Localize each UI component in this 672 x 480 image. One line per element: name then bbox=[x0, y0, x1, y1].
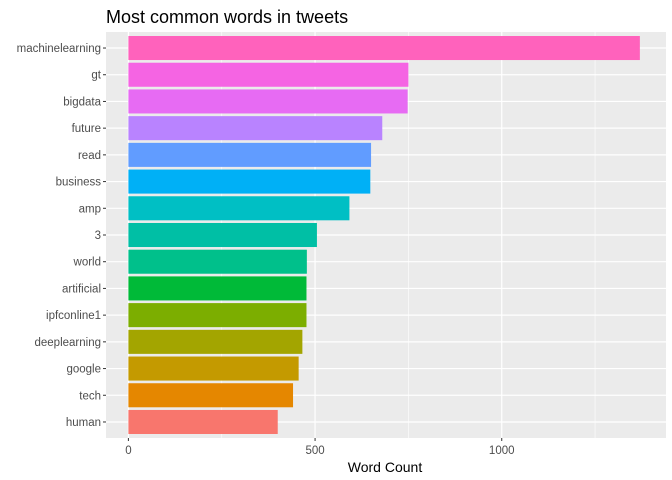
bar-tech bbox=[128, 383, 294, 408]
y-tick-label: world bbox=[73, 257, 101, 269]
y-tick-label: business bbox=[56, 177, 102, 189]
x-axis-ticks: 0 500 1000 bbox=[125, 438, 515, 457]
y-tick-label: deeplearning bbox=[34, 337, 101, 349]
y-tick-label: ipfconline1 bbox=[46, 310, 101, 322]
x-tick-label: 0 bbox=[125, 445, 131, 457]
y-tick-label: machinelearning bbox=[17, 43, 101, 55]
bar-gt bbox=[128, 62, 409, 87]
x-axis-label: Word Count bbox=[348, 459, 423, 475]
bar-future bbox=[128, 116, 383, 141]
bar-machinelearning bbox=[128, 36, 640, 61]
y-tick-label: google bbox=[66, 364, 101, 376]
y-tick-label: future bbox=[72, 123, 101, 135]
bar-google bbox=[128, 356, 299, 381]
y-tick-label: human bbox=[66, 417, 101, 429]
bar-read bbox=[128, 142, 372, 167]
chart-title: Most common words in tweets bbox=[106, 7, 348, 27]
bar-ipfconline1 bbox=[128, 303, 307, 328]
y-tick-label: tech bbox=[79, 390, 101, 402]
y-tick-label: 3 bbox=[95, 230, 101, 242]
y-tick-label: gt bbox=[91, 70, 101, 82]
bar-world bbox=[128, 249, 307, 274]
bar-amp bbox=[128, 196, 350, 221]
y-tick-label: amp bbox=[79, 203, 101, 215]
x-tick-label: 1000 bbox=[489, 445, 515, 457]
y-tick-label: read bbox=[78, 150, 101, 162]
bar-artificial bbox=[128, 276, 307, 301]
bars bbox=[128, 36, 640, 434]
bar-bigdata bbox=[128, 89, 408, 114]
bar-human bbox=[128, 409, 278, 434]
x-tick-label: 500 bbox=[305, 445, 324, 457]
bar-deeplearning bbox=[128, 329, 303, 354]
y-tick-label: bigdata bbox=[63, 96, 101, 108]
bar-3 bbox=[128, 222, 317, 248]
y-axis-ticks: machinelearning gt bigdata future read busine… bbox=[17, 43, 106, 429]
bar-business bbox=[128, 169, 371, 194]
y-tick-label: artificial bbox=[62, 283, 101, 295]
